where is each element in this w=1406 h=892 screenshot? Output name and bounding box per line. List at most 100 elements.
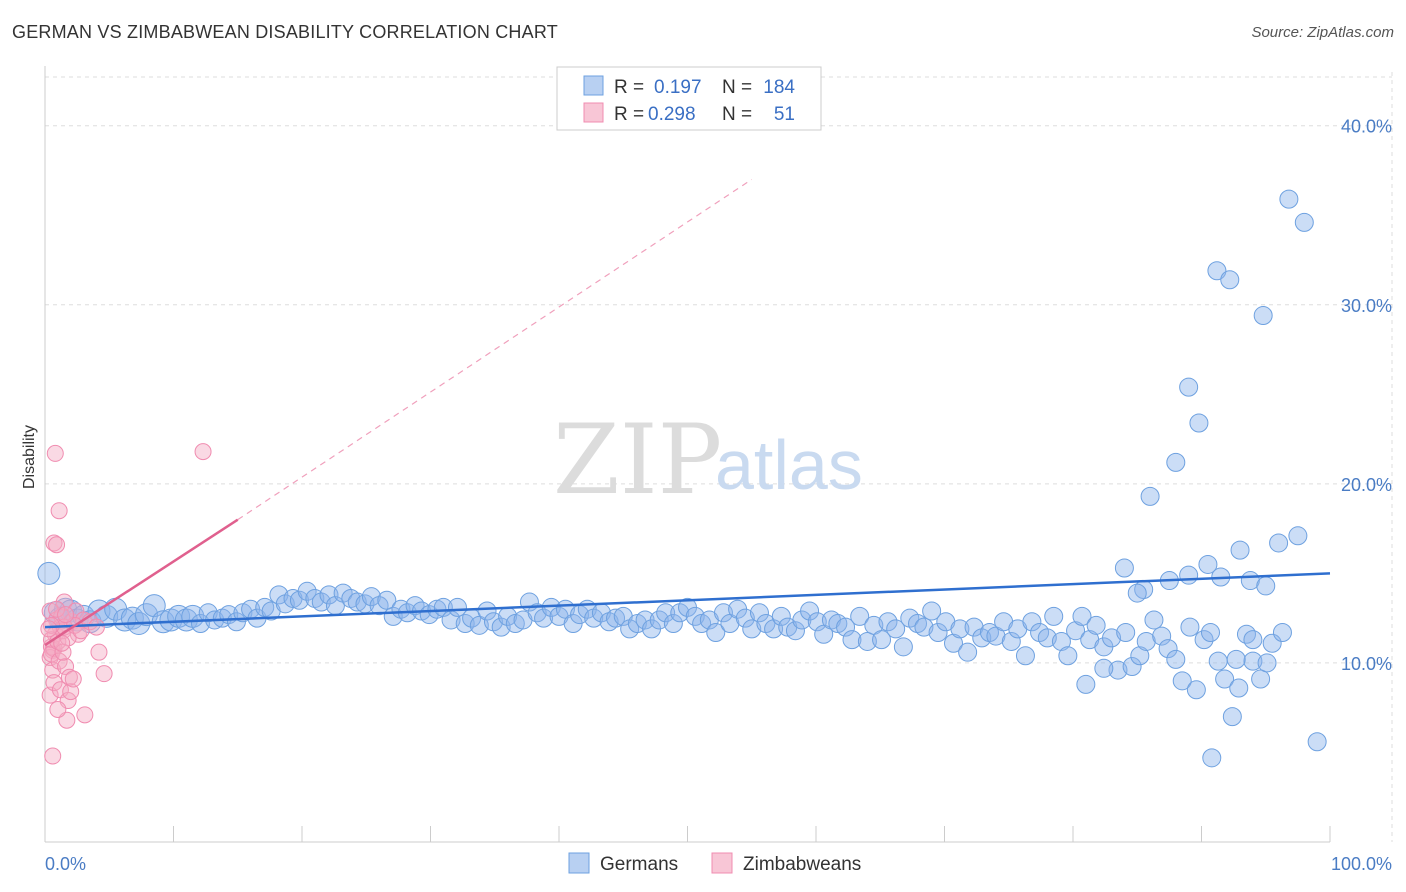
german-point-197 bbox=[1243, 630, 1263, 650]
german-point-119 bbox=[893, 637, 913, 657]
german-point-58 bbox=[455, 614, 475, 634]
german-point-159 bbox=[1180, 617, 1200, 637]
german-point-38 bbox=[311, 592, 331, 612]
zimbabwean-point-38 bbox=[95, 665, 113, 683]
legend-r-label-german: R = bbox=[614, 77, 644, 98]
german-point-184 bbox=[1127, 583, 1147, 603]
x-tick-label-1: 100.0% bbox=[1331, 854, 1392, 874]
y-tick-label-1: 20.0% bbox=[1341, 475, 1392, 495]
german-point-193 bbox=[1294, 212, 1314, 232]
german-point-87 bbox=[663, 614, 683, 634]
german-point-146 bbox=[1086, 615, 1106, 635]
zimbabwean-point-21 bbox=[62, 683, 80, 701]
german-point-114 bbox=[857, 631, 877, 651]
zimbabwean-point-10 bbox=[45, 674, 63, 692]
bottom-legend-label-zimbabwean: Zimbabweans bbox=[743, 854, 861, 875]
german-point-117 bbox=[878, 612, 898, 632]
german-point-36 bbox=[297, 581, 317, 601]
x-tick-labels: 0.0% 100.0% bbox=[45, 854, 1392, 874]
bottom-legend-swatch-zimbabwean bbox=[711, 852, 733, 874]
german-point-104 bbox=[785, 621, 805, 641]
zimbabwean-point-33 bbox=[48, 536, 66, 554]
german-point-154 bbox=[1144, 610, 1164, 630]
german-point-164 bbox=[1215, 669, 1235, 689]
zimbabwean-point-46 bbox=[64, 670, 82, 688]
german-point-107 bbox=[807, 612, 827, 632]
zimbabwean-point-30 bbox=[45, 534, 63, 552]
german-point-166 bbox=[1229, 678, 1249, 698]
german-point-122 bbox=[914, 617, 934, 637]
german-point-142 bbox=[1058, 646, 1078, 666]
german-point-177 bbox=[1230, 540, 1250, 560]
german-point-106 bbox=[800, 601, 820, 621]
german-point-163 bbox=[1208, 651, 1228, 671]
chart-source: Source: ZipAtlas.com bbox=[1251, 24, 1394, 41]
watermark-atlas: atlas bbox=[715, 426, 863, 504]
german-point-37 bbox=[305, 588, 325, 608]
legend-r-value-zimbabwean: 0.298 bbox=[648, 104, 696, 125]
watermark: ZIP atlas bbox=[553, 404, 863, 516]
zimbabwean-point-31 bbox=[46, 444, 64, 462]
german-point-171 bbox=[1114, 558, 1134, 578]
y-tick-label-2: 30.0% bbox=[1341, 296, 1392, 316]
chart-title: GERMAN VS ZIMBABWEAN DISABILITY CORRELAT… bbox=[12, 22, 558, 42]
german-point-136 bbox=[1015, 646, 1035, 666]
german-point-141 bbox=[1051, 631, 1071, 651]
german-point-85 bbox=[649, 610, 669, 630]
zimbabwean-point-50 bbox=[40, 620, 58, 638]
german-point-187 bbox=[1189, 413, 1209, 433]
german-trend-line bbox=[44, 572, 1331, 629]
german-point-43 bbox=[347, 592, 367, 612]
german-point-191 bbox=[1253, 306, 1273, 326]
german-point-179 bbox=[1256, 576, 1276, 596]
zimbabwean-point-40 bbox=[54, 643, 72, 661]
zimbabwean-point-39 bbox=[76, 706, 94, 724]
german-point-39 bbox=[319, 585, 339, 605]
german-point-78 bbox=[599, 612, 619, 632]
german-point-158 bbox=[1172, 671, 1192, 691]
german-point-170 bbox=[1257, 653, 1277, 673]
legend-r-value-german: 0.197 bbox=[654, 77, 702, 98]
german-point-175 bbox=[1198, 554, 1218, 574]
german-point-188 bbox=[1179, 377, 1199, 397]
german-point-183 bbox=[1094, 658, 1114, 678]
german-point-144 bbox=[1072, 606, 1092, 626]
german-point-0 bbox=[37, 561, 61, 585]
german-point-190 bbox=[1220, 270, 1240, 290]
german-point-90 bbox=[685, 606, 705, 626]
german-point-180 bbox=[1269, 533, 1289, 553]
german-point-156 bbox=[1158, 639, 1178, 659]
y-tick-label-0: 10.0% bbox=[1341, 654, 1392, 674]
german-point-61 bbox=[477, 601, 497, 621]
legend-r-label-zimbabwean: R = bbox=[614, 104, 644, 125]
german-point-111 bbox=[836, 617, 856, 637]
german-point-134 bbox=[1001, 631, 1021, 651]
legend-n-label-zimbabwean: N = bbox=[722, 104, 752, 125]
y-axis-label: Disability bbox=[21, 425, 38, 489]
german-point-118 bbox=[886, 619, 906, 639]
watermark-zip: ZIP bbox=[553, 404, 722, 516]
german-point-94 bbox=[713, 603, 733, 623]
zimbabwean-trend-extension bbox=[237, 178, 753, 521]
german-point-112 bbox=[842, 630, 862, 650]
german-point-186 bbox=[1166, 452, 1186, 472]
german-point-139 bbox=[1037, 628, 1057, 648]
german-point-57 bbox=[447, 597, 467, 617]
bottom-legend: Germans Zimbabweans bbox=[568, 852, 861, 875]
german-point-199 bbox=[1272, 622, 1292, 642]
german-point-97 bbox=[735, 608, 755, 628]
german-point-152 bbox=[1130, 646, 1150, 666]
german-point-102 bbox=[771, 606, 791, 626]
german-point-192 bbox=[1279, 189, 1299, 209]
german-point-169 bbox=[1251, 669, 1271, 689]
german-point-47 bbox=[377, 590, 397, 610]
bottom-legend-label-german: Germans bbox=[600, 854, 678, 875]
german-point-162 bbox=[1200, 622, 1220, 642]
legend-n-value-german: 184 bbox=[763, 77, 795, 98]
german-point-126 bbox=[943, 633, 963, 653]
german-point-167 bbox=[1236, 624, 1256, 644]
german-point-49 bbox=[391, 599, 411, 619]
german-point-165 bbox=[1222, 707, 1242, 727]
german-point-113 bbox=[850, 606, 870, 626]
